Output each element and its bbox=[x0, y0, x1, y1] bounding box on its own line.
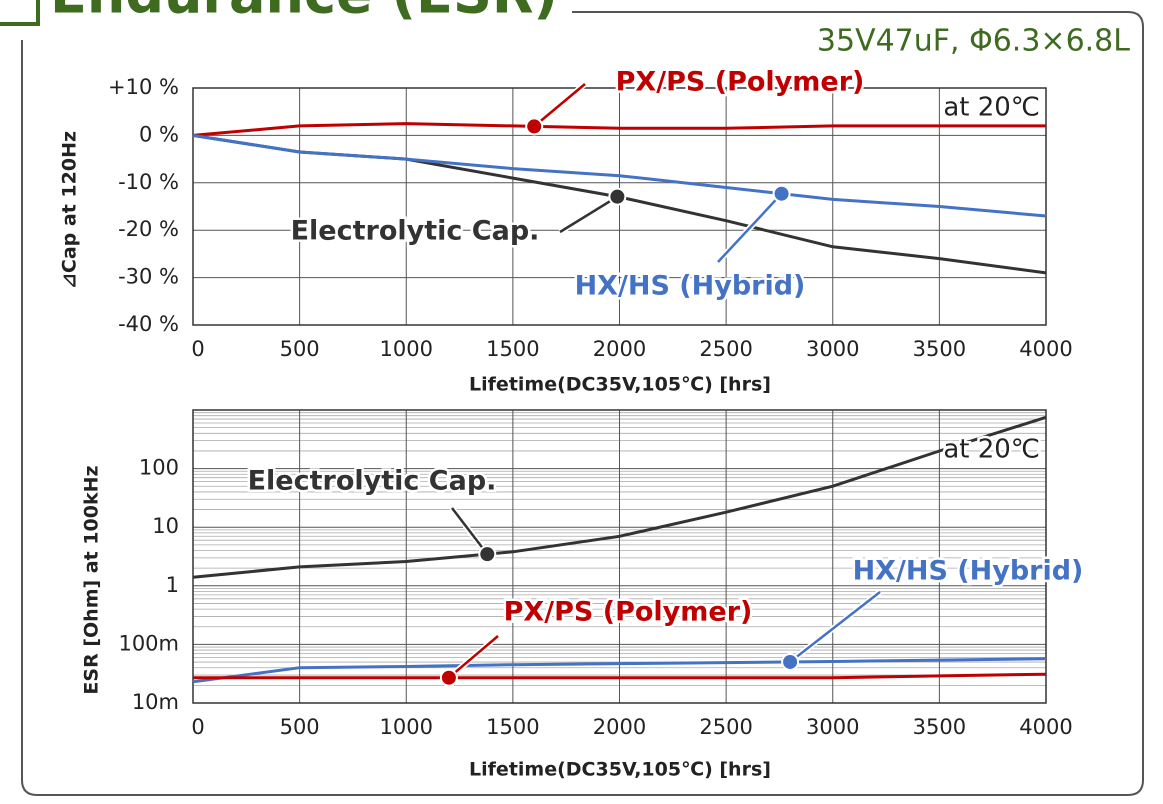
series-line bbox=[192, 415, 1047, 579]
x-tick-label: 3500 bbox=[913, 715, 966, 739]
callout-dot bbox=[781, 652, 800, 671]
y-tick-label: 100 bbox=[139, 456, 179, 480]
x-axis-label: Lifetime(DC35V,105℃) [hrs] bbox=[469, 374, 771, 396]
series-label: HX/HS (Hybrid) bbox=[575, 271, 806, 302]
y-tick-label: -20 % bbox=[118, 217, 179, 241]
chart: 0 500 1000 1500 2000 2500 3000 3500 4000 10m 100m 1… bbox=[81, 409, 1086, 781]
series-label: HX/HS (Hybrid) bbox=[853, 556, 1084, 587]
series-label: PX/PS (Polymer) bbox=[616, 67, 865, 98]
x-tick-label: 500 bbox=[280, 715, 320, 739]
x-tick-label: 1000 bbox=[380, 337, 433, 361]
callout-dot bbox=[608, 187, 627, 206]
series-label: PX/PS (Polymer) bbox=[504, 597, 753, 628]
x-tick-label: 3000 bbox=[806, 715, 859, 739]
callout-leader bbox=[717, 192, 783, 263]
x-tick-label: 1500 bbox=[486, 337, 539, 361]
title-icon bbox=[0, 0, 40, 26]
x-tick-label: 0 bbox=[191, 715, 204, 739]
series-line bbox=[193, 672, 1047, 680]
y-tick-label: 10m bbox=[132, 690, 179, 714]
series-line bbox=[192, 133, 1047, 218]
x-tick-label: 2000 bbox=[593, 337, 646, 361]
callout-leader bbox=[559, 195, 619, 234]
x-tick-label: 500 bbox=[280, 337, 320, 361]
y-tick-label: -10 % bbox=[118, 170, 179, 194]
callout-leader bbox=[448, 635, 499, 679]
x-tick-label: 0 bbox=[191, 337, 204, 361]
y-tick-label: 1 bbox=[166, 573, 179, 597]
y-tick-label: +10 % bbox=[108, 75, 179, 99]
x-tick-label: 4000 bbox=[1019, 337, 1072, 361]
x-tick-label: 2500 bbox=[699, 337, 752, 361]
callout-dot bbox=[525, 117, 544, 136]
callout-dot bbox=[439, 668, 458, 687]
x-axis-label: Lifetime(DC35V,105℃) [hrs] bbox=[469, 759, 771, 781]
chart: 0 500 1000 1500 2000 2500 3000 3500 4000 -40 % -30… bbox=[59, 64, 1073, 396]
series-line bbox=[192, 657, 1047, 684]
annotation: at 20℃ bbox=[943, 435, 1040, 465]
panel-border bbox=[21, 11, 1144, 796]
callout-dot bbox=[478, 545, 497, 564]
y-tick-label: -40 % bbox=[118, 312, 179, 336]
plot-frame bbox=[192, 87, 1047, 326]
subtitle: 35V47uF, Φ6.3×6.8L bbox=[817, 24, 1130, 59]
x-tick-label: 4000 bbox=[1019, 715, 1072, 739]
y-axis-label: ⊿Cap at 120Hz bbox=[59, 131, 81, 289]
y-tick-label: 100m bbox=[118, 631, 179, 655]
y-axis-label: ESR [Ohm] at 100kHz bbox=[81, 465, 103, 694]
y-tick-label: 0 % bbox=[139, 122, 179, 146]
x-tick-label: 3000 bbox=[806, 337, 859, 361]
annotation: at 20℃ bbox=[943, 93, 1040, 123]
x-tick-label: 3500 bbox=[913, 337, 966, 361]
callout-leader bbox=[533, 83, 586, 128]
series-label: Electrolytic Cap. bbox=[248, 466, 497, 497]
callout-leader bbox=[451, 507, 489, 555]
callout-leader bbox=[789, 591, 881, 663]
series-label: Electrolytic Cap. bbox=[291, 216, 540, 247]
callout-dot bbox=[772, 184, 791, 203]
x-tick-label: 1500 bbox=[486, 715, 539, 739]
y-tick-label: 10 bbox=[152, 514, 179, 538]
series-line bbox=[192, 122, 1046, 137]
page-title: Endurance (ESR) bbox=[50, 0, 558, 26]
x-tick-label: 1000 bbox=[380, 715, 433, 739]
x-tick-label: 2500 bbox=[699, 715, 752, 739]
plot-frame bbox=[192, 409, 1047, 704]
y-tick-label: -30 % bbox=[118, 265, 179, 289]
x-tick-label: 2000 bbox=[593, 715, 646, 739]
